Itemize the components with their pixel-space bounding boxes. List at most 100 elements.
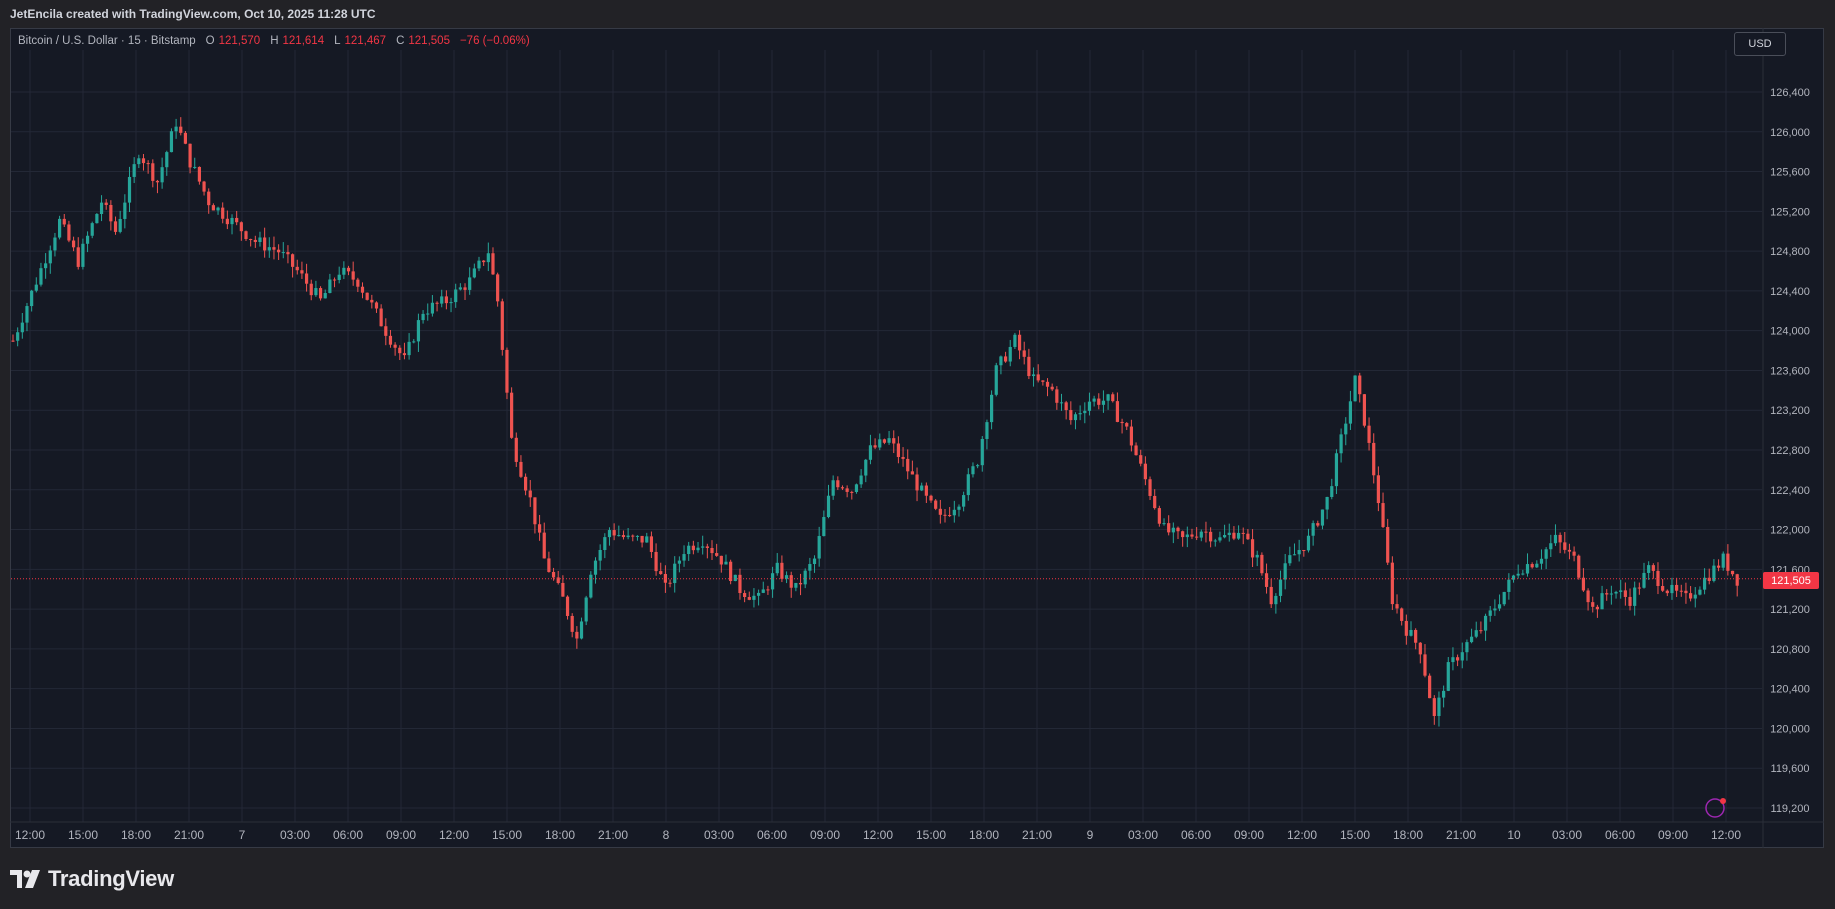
candle-body [1414,629,1418,643]
candle-body [1209,531,1213,542]
candle-body [1134,445,1138,456]
candle-body [808,564,812,571]
candle-body [1591,602,1595,607]
candle-body [826,495,831,518]
candle-body [309,283,313,296]
candle-body [1017,334,1022,351]
candle-body [1483,615,1488,631]
candle-body [356,279,360,287]
candle-body [1647,565,1651,573]
candle-body [971,466,975,475]
candle-body [412,341,416,343]
candle-body [295,266,299,271]
candle-body [370,299,374,303]
candle-body [193,166,197,168]
candle-body [677,560,681,564]
candle-body [766,589,770,591]
candle-body [1362,394,1366,426]
footer-brand[interactable]: TradingView [10,866,174,892]
candle-body [342,267,346,275]
candle-body [211,205,215,211]
candle-body [1162,523,1166,525]
y-tick-label: 126,000 [1770,127,1810,139]
y-tick-label: 122,400 [1770,485,1810,497]
candle-body [1698,589,1702,595]
candle-body [724,561,728,565]
candle-body [67,224,71,241]
candle-body [1041,380,1045,382]
x-tick-label: 18:00 [545,828,575,842]
candle-body [1278,579,1283,596]
candle-body [379,308,383,327]
candle-body [1586,590,1590,603]
candle-body [910,471,914,475]
candle-body [1665,590,1669,594]
candle-body [1623,590,1627,597]
candle-body [878,439,882,448]
candle-body [30,290,34,307]
candle-body [277,249,281,253]
change-value: −76 (−0.06%) [459,35,530,47]
candle-body [25,306,29,323]
candle-body [1311,523,1315,536]
candle-body [179,126,183,133]
candle-body [272,247,276,250]
candle-body [1381,503,1385,528]
candle-body [1064,402,1068,411]
candle-body [682,554,686,561]
candle-body [1185,534,1189,538]
candle-body [207,191,211,206]
candle-body [337,274,341,281]
candle-body [1511,575,1516,580]
candle-body [44,263,48,269]
candle-body [468,277,472,290]
candle-body [1008,346,1012,362]
candle-body [505,349,509,393]
candle-body [1400,608,1404,621]
candle-body [957,506,961,510]
y-tick-label: 123,600 [1770,365,1810,377]
candle-body [174,126,178,132]
y-tick-label: 120,800 [1770,644,1810,656]
candle-body [873,445,877,448]
candle-body [1581,577,1586,591]
x-tick-label: 21:00 [598,828,628,842]
candle-body [561,582,565,597]
chart-frame[interactable] [10,28,1824,848]
candle-body [1353,375,1357,402]
notification-dot-icon [1720,798,1726,804]
symbol-name[interactable]: Bitcoin / U.S. Dollar · 15 · Bitstamp [18,35,196,47]
candle-body [151,163,155,181]
candle-body [817,536,821,559]
candle-body [123,202,127,219]
candle-body [1045,381,1050,387]
candle-body [962,495,966,507]
candle-body [155,180,160,183]
candle-body [99,202,104,215]
candle-body [691,545,695,551]
candle-body [1544,549,1548,559]
candle-body [1642,572,1646,588]
x-tick-label: 8 [663,828,670,842]
candle-body [1521,573,1525,575]
currency-button[interactable]: USD [1734,32,1786,56]
y-tick-label: 124,400 [1770,286,1810,298]
candle-body [770,573,775,590]
candle-body [1302,550,1306,552]
candle-body [1050,386,1054,390]
x-tick-label: 21:00 [1022,828,1052,842]
candle-body [1297,550,1301,555]
y-tick-label: 122,800 [1770,445,1810,457]
candle-body [575,631,579,639]
candle-body [463,287,467,290]
candle-body [407,341,411,356]
candle-body [11,340,15,342]
close-label: C [396,35,405,47]
candle-body [1525,564,1530,574]
candle-body [1679,590,1683,592]
candle-body [780,562,784,579]
candle-body [1036,374,1040,381]
candle-body [999,356,1003,366]
